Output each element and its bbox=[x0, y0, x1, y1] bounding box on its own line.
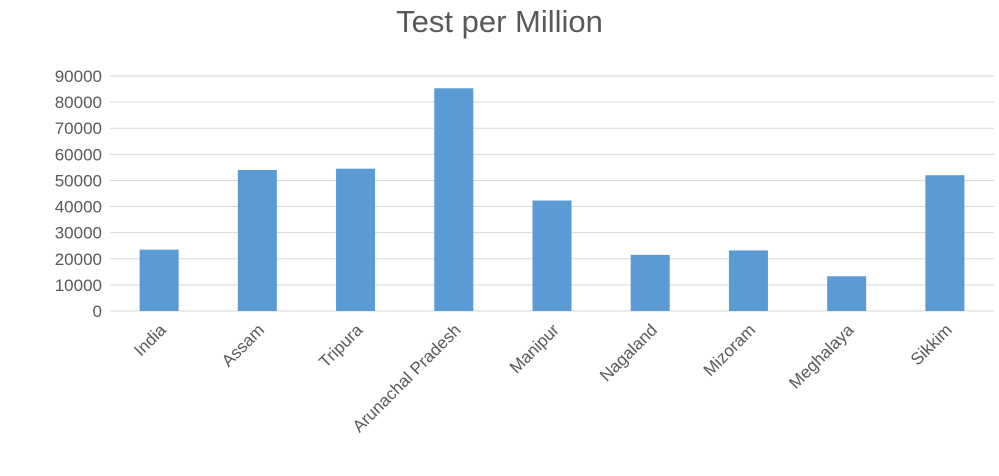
x-tick-label: Nagaland bbox=[596, 320, 661, 385]
bar bbox=[630, 254, 670, 311]
bar bbox=[336, 168, 376, 311]
bars bbox=[139, 88, 965, 312]
x-tick-label: Tripura bbox=[315, 320, 366, 371]
y-tick-label: 80000 bbox=[55, 93, 102, 112]
x-tick-label: Arunachal Pradesh bbox=[349, 320, 465, 436]
y-tick-label: 70000 bbox=[55, 119, 102, 138]
x-tick-label: Sikkim bbox=[907, 320, 956, 369]
bar bbox=[237, 170, 277, 311]
y-axis-ticks: 0 10000 20000 30000 40000 50000 60000 70000 8000… bbox=[55, 67, 102, 321]
y-tick-label: 50000 bbox=[55, 171, 102, 190]
bar bbox=[434, 88, 474, 312]
y-tick-label: 20000 bbox=[55, 250, 102, 269]
x-tick-label: Mizoram bbox=[700, 320, 760, 380]
y-tick-label: 10000 bbox=[55, 276, 102, 295]
bar bbox=[728, 250, 768, 311]
bar bbox=[827, 276, 867, 311]
x-tick-label: Assam bbox=[218, 320, 268, 370]
bar bbox=[925, 175, 965, 311]
y-tick-label: 40000 bbox=[55, 198, 102, 217]
y-tick-label: 90000 bbox=[55, 67, 102, 86]
x-tick-label: Manipur bbox=[506, 320, 563, 377]
chart-title: Test per Million bbox=[396, 4, 603, 39]
x-tick-label: Meghalaya bbox=[785, 320, 858, 393]
bar bbox=[139, 249, 179, 311]
y-tick-label: 60000 bbox=[55, 145, 102, 164]
x-tick-label: India bbox=[130, 320, 170, 360]
y-tick-label: 30000 bbox=[55, 224, 102, 243]
y-tick-label: 0 bbox=[93, 302, 102, 321]
bar bbox=[532, 200, 572, 311]
